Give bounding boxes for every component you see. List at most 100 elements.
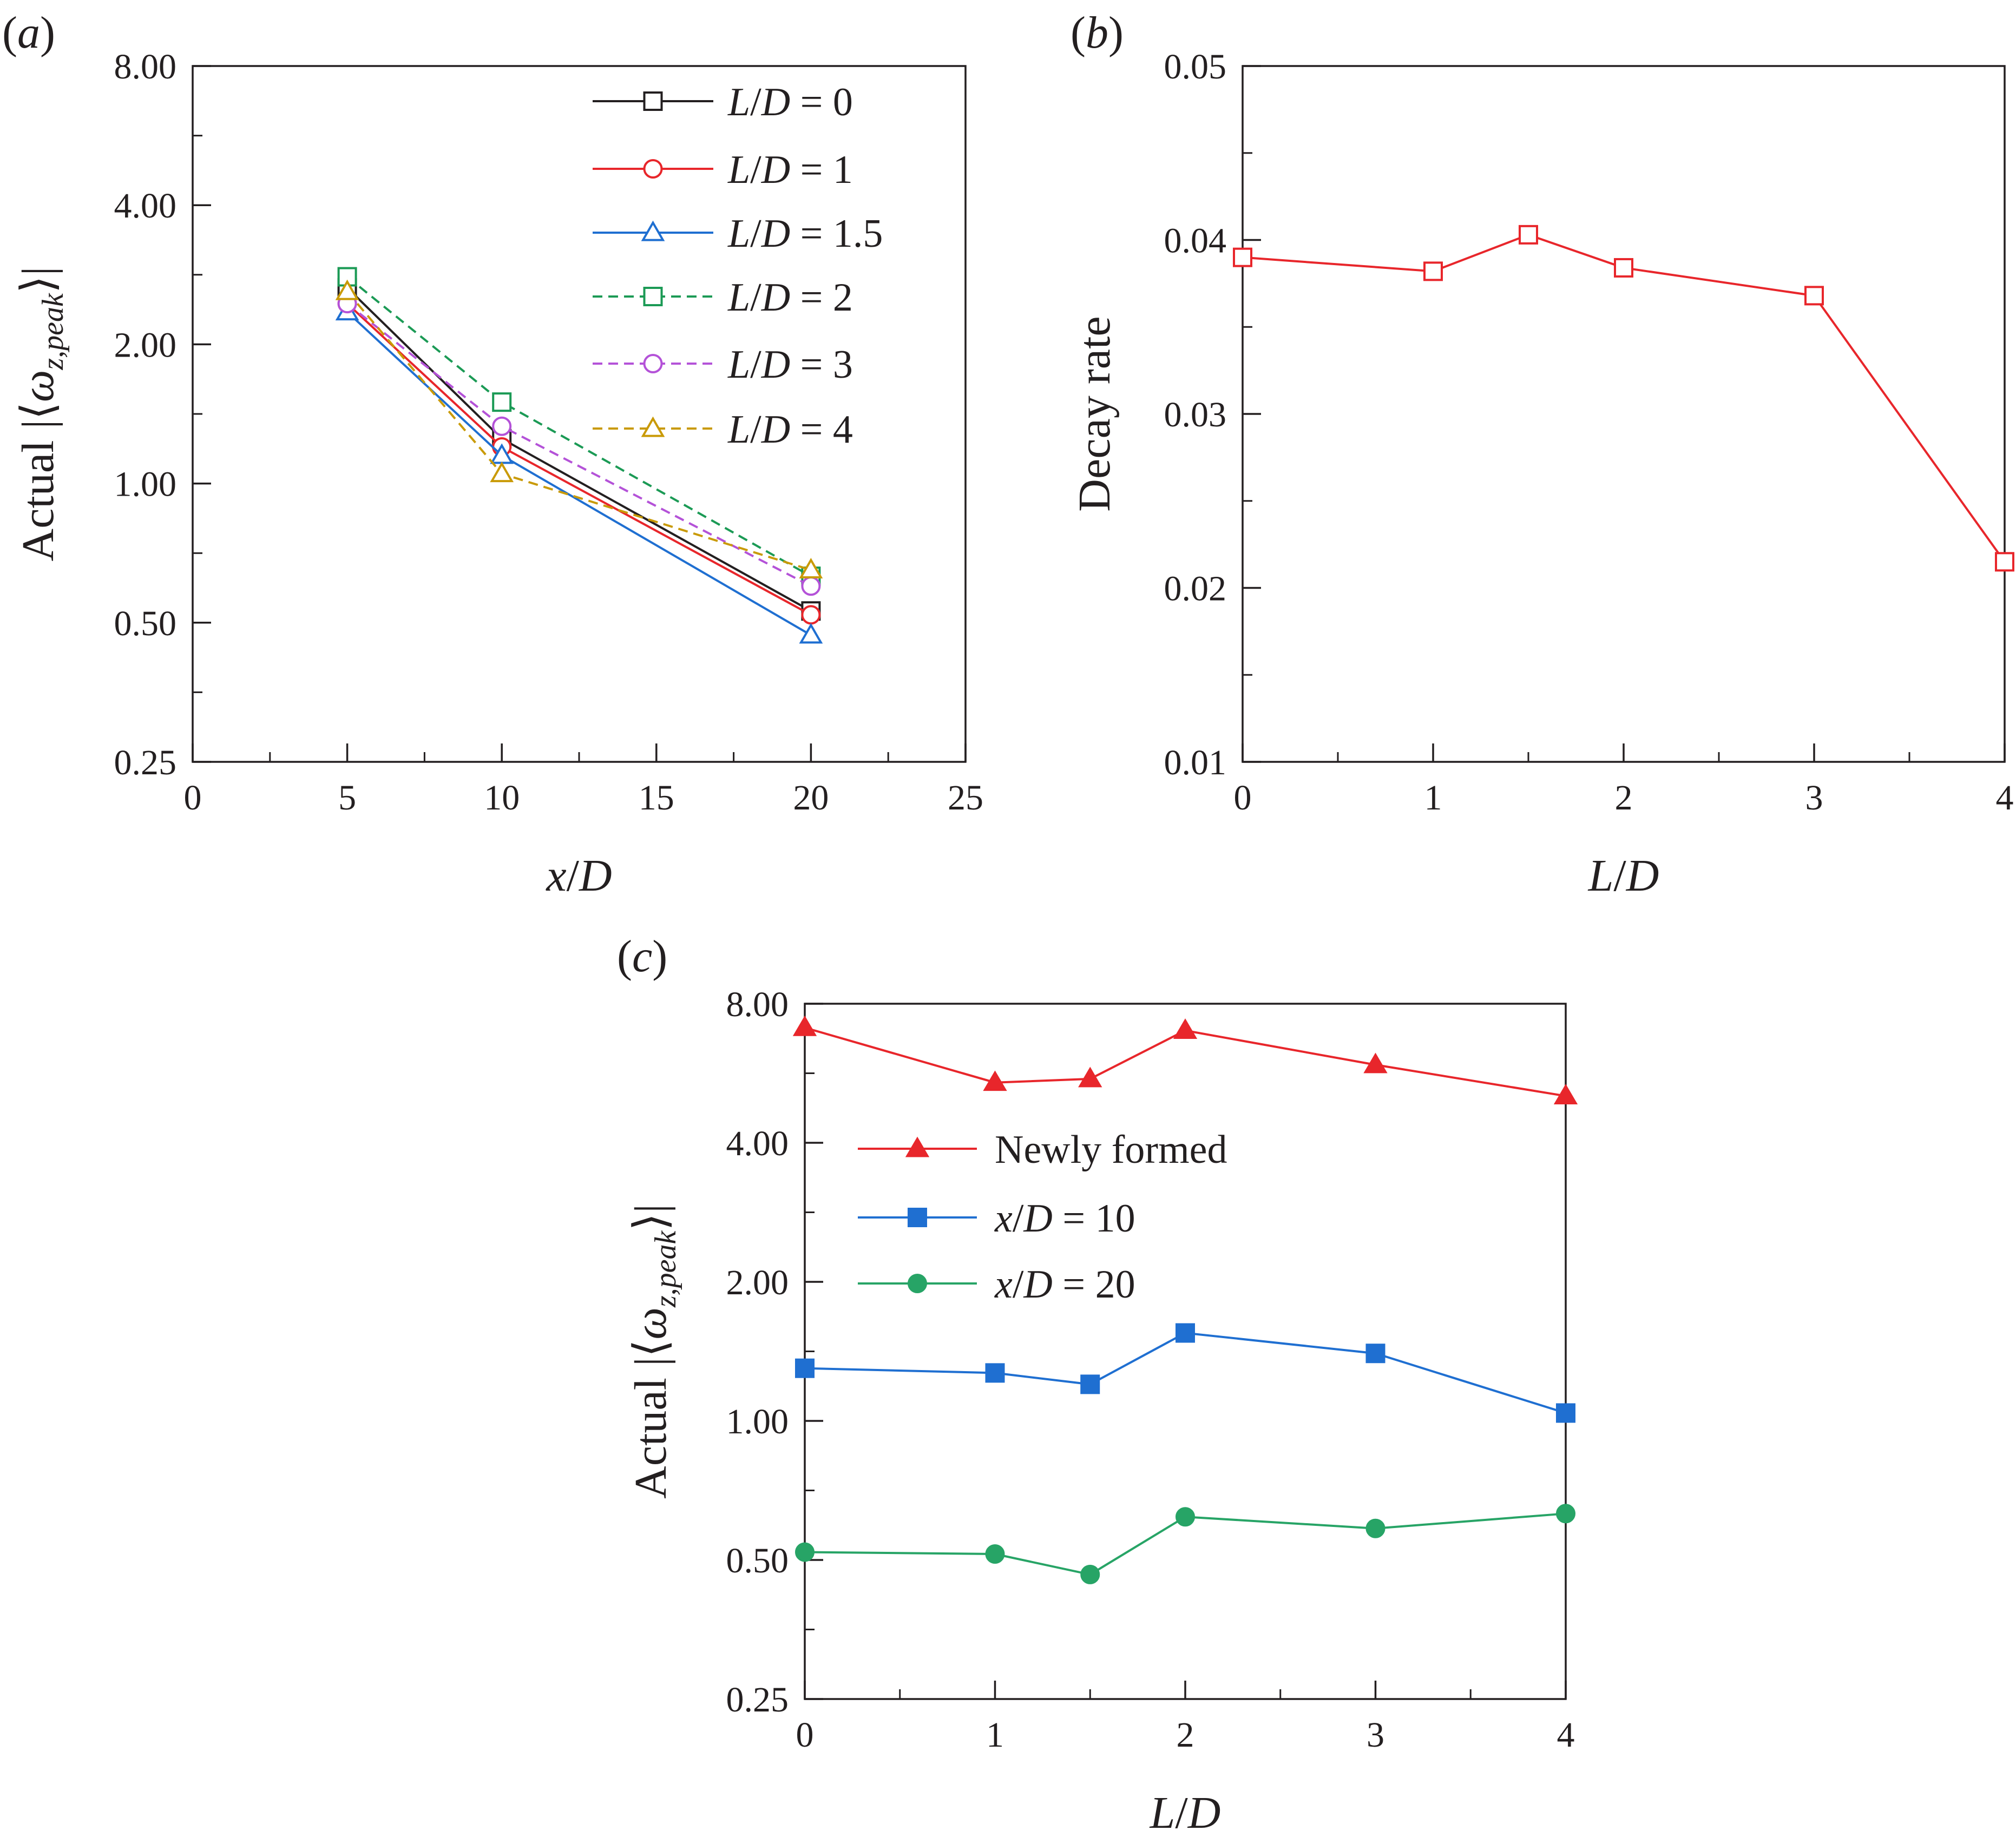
y-tick-label: 0.25	[114, 743, 177, 782]
data-point	[801, 576, 821, 596]
legend-marker	[908, 1208, 927, 1227]
x-tick-label: 4	[1557, 1715, 1575, 1755]
data-point	[1176, 1323, 1195, 1343]
y-axis-label: Actual |⟨ωz,peak⟩|	[13, 267, 70, 562]
data-point	[985, 1363, 1005, 1383]
x-tick-label: 0	[1234, 778, 1252, 818]
legend-label: Newly formed	[995, 1128, 1227, 1172]
legend-label: x/D = 10	[994, 1196, 1135, 1241]
series-0	[1233, 225, 2014, 572]
legend-item: L/D = 2	[593, 275, 853, 320]
data-point	[801, 605, 821, 625]
y-axis-label: Actual |⟨ωz,peak⟩|	[626, 1204, 682, 1499]
legend-item: L/D = 1.5	[593, 212, 883, 256]
data-point	[490, 462, 514, 483]
x-axis-label: L/D	[1150, 1788, 1221, 1837]
x-tick-label: 3	[1367, 1715, 1384, 1755]
y-tick-label: 8.00	[726, 985, 789, 1024]
legend-item: L/D = 1	[593, 148, 853, 192]
x-tick-label: 2	[1615, 778, 1633, 818]
legend-marker	[643, 159, 663, 179]
x-tick-label: 25	[948, 778, 983, 818]
series-1	[795, 1323, 1575, 1423]
data-point	[1173, 1018, 1198, 1039]
y-tick-label: 0.01	[1164, 743, 1227, 782]
y-tick-label: 1.00	[726, 1402, 789, 1441]
data-point	[1078, 1066, 1102, 1088]
y-tick-label: 0.04	[1164, 221, 1227, 261]
legend-label: L/D = 0	[727, 80, 853, 124]
data-point	[1423, 261, 1443, 281]
legend-item: x/D = 10	[858, 1196, 1135, 1241]
panel-label: (b)	[1071, 8, 1124, 58]
data-point	[492, 416, 512, 436]
panel-label: (c)	[617, 931, 667, 982]
legend-label: L/D = 2	[727, 275, 853, 320]
data-point	[792, 1015, 817, 1036]
series-5	[335, 279, 823, 579]
panel-label: (a)	[2, 8, 55, 58]
data-point	[795, 1358, 815, 1378]
legend: Newly formed x/D = 10 x/D = 20	[858, 1128, 1227, 1307]
legend-item: x/D = 20	[858, 1262, 1135, 1307]
data-point	[1233, 247, 1252, 267]
series-line	[804, 1026, 1566, 1097]
panel-b: 0 1 2 3 4 0.01 0.02 0.03 0.04 0.05 L/D Decay rate (b…	[1069, 8, 2014, 901]
x-tick-label: 20	[793, 778, 829, 818]
series-0	[792, 1015, 1578, 1105]
legend-marker	[643, 287, 663, 306]
data-point	[1365, 1344, 1385, 1364]
data-point	[1080, 1564, 1100, 1584]
y-tick-label: 1.00	[114, 465, 177, 504]
series-4	[337, 294, 821, 596]
y-tick-label: 0.03	[1164, 395, 1227, 434]
x-axis-label: L/D	[1588, 851, 1659, 901]
series-line	[804, 1332, 1566, 1414]
y-tick-label: 0.50	[114, 604, 177, 643]
x-tick-label: 0	[184, 778, 202, 818]
data-point	[492, 392, 512, 412]
panel-a: 0 5 10 15 20 25 0.25 0.50 1.00 2.00 4.00 8.00 x/D Act…	[2, 8, 983, 901]
y-tick-label: 4.00	[114, 186, 177, 226]
legend-label: L/D = 4	[727, 407, 853, 452]
data-point	[1556, 1403, 1575, 1423]
x-tick-label: 1	[1424, 778, 1442, 818]
legend-label: L/D = 1	[727, 148, 853, 192]
data-point	[983, 1070, 1007, 1091]
legend-marker	[908, 1274, 927, 1293]
data-point	[1556, 1504, 1575, 1524]
series-2	[795, 1504, 1575, 1584]
legend-label: L/D = 3	[727, 343, 853, 387]
legend-item: Newly formed	[858, 1128, 1227, 1172]
x-tick-label: 0	[796, 1715, 814, 1755]
legend: L/D = 0 L/D = 1 L/D = 1.5 L/D = 2 L/D = 3 L/D…	[593, 80, 883, 452]
x-tick-label: 3	[1805, 778, 1823, 818]
y-tick-label: 0.25	[726, 1680, 789, 1720]
y-tick-label: 0.02	[1164, 569, 1227, 609]
legend-marker	[641, 416, 665, 437]
x-tick-label: 5	[338, 778, 356, 818]
legend-item: L/D = 4	[593, 407, 853, 452]
data-point	[799, 558, 823, 579]
x-tick-label: 1	[986, 1715, 1004, 1755]
series-line	[346, 275, 812, 577]
legend-item: L/D = 3	[593, 343, 853, 387]
x-tick-label: 2	[1177, 1715, 1194, 1755]
y-tick-label: 0.50	[726, 1541, 789, 1581]
legend-label: L/D = 1.5	[727, 212, 883, 256]
y-tick-label: 2.00	[726, 1263, 789, 1302]
data-point	[795, 1542, 815, 1562]
legend-marker	[641, 220, 665, 241]
series-line	[804, 1512, 1566, 1576]
y-tick-label: 8.00	[114, 47, 177, 87]
data-point	[1995, 552, 2014, 572]
x-tick-label: 15	[639, 778, 674, 818]
legend-marker	[905, 1136, 930, 1157]
data-point	[1553, 1084, 1578, 1105]
data-point	[335, 279, 359, 300]
y-tick-label: 0.05	[1164, 47, 1227, 87]
data-point	[1365, 1518, 1385, 1538]
data-point	[799, 623, 823, 644]
plot-frame	[804, 1003, 1567, 1700]
y-tick-label: 4.00	[726, 1124, 789, 1163]
